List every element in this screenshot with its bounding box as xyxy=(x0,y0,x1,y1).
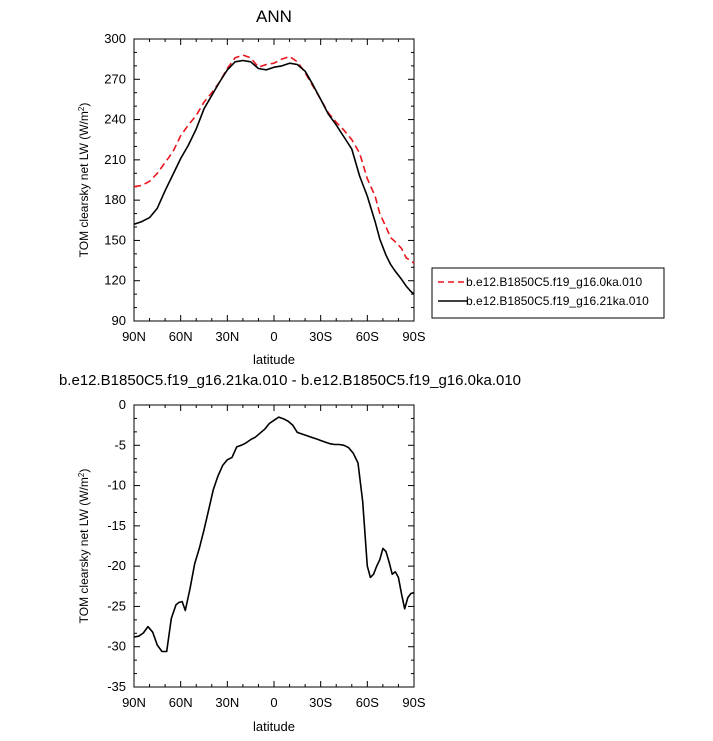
x-tick-label: 30S xyxy=(309,695,332,710)
x-tick-label: 0 xyxy=(270,695,277,710)
x-tick-label: 90N xyxy=(122,695,146,710)
series-lines xyxy=(133,54,415,295)
x-tick-label: 30N xyxy=(215,695,239,710)
x-axis-ticks: 90N 60N 30N 0 30S 60S 90S xyxy=(122,39,426,344)
x-tick-label: 30N xyxy=(215,329,239,344)
y-tick-label: 270 xyxy=(104,71,126,86)
x-tick-label: 90N xyxy=(122,329,146,344)
legend-label-0ka: b.e12.B1850C5.f19_g16.0ka.010 xyxy=(466,275,642,289)
y-tick-label: 300 xyxy=(104,31,126,46)
y-tick-label: -25 xyxy=(107,598,126,613)
x-tick-label: 60S xyxy=(356,695,379,710)
series-lines xyxy=(133,416,415,653)
series-line-b.e12.B1850C5.f19_g16.0ka.010 xyxy=(133,54,415,264)
y-tick-label: 0 xyxy=(119,397,126,412)
bottom-chart: b.e12.B1850C5.f19_g16.21ka.010 - b.e12.B… xyxy=(59,372,521,734)
x-axis-ticks: 90N 60N 30N 0 30S 60S 90S xyxy=(122,405,426,710)
x-tick-label: 60S xyxy=(356,329,379,344)
plot-frame xyxy=(133,38,415,322)
x-tick-label: 90S xyxy=(402,695,425,710)
x-tick-label: 30S xyxy=(309,329,332,344)
y-tick-label: 150 xyxy=(104,232,126,247)
y-tick-label: -30 xyxy=(107,639,126,654)
series-line-b.e12.B1850C5.f19_g16.21ka.010 xyxy=(133,59,415,295)
chart-title: b.e12.B1850C5.f19_g16.21ka.010 - b.e12.B… xyxy=(59,372,521,389)
legend-box xyxy=(431,267,665,319)
y-tick-label: -5 xyxy=(114,437,126,452)
y-axis-label: TOM clearsky net LW (W/m2) xyxy=(77,103,91,258)
plot-frame xyxy=(133,404,415,688)
x-axis-label: latitude xyxy=(253,352,295,367)
legend: b.e12.B1850C5.f19_g16.0ka.010 b.e12.B185… xyxy=(431,267,665,319)
x-tick-label: 60N xyxy=(169,695,193,710)
chart-title: ANN xyxy=(256,7,292,26)
y-tick-label: 180 xyxy=(104,192,126,207)
legend-label-21ka: b.e12.B1850C5.f19_g16.21ka.010 xyxy=(466,294,649,308)
top-chart: ANN 90 120 150 180 210 240 270 300 90N 60N 30N 0 30… xyxy=(77,7,665,367)
y-tick-label: 120 xyxy=(104,273,126,288)
y-tick-label: -20 xyxy=(107,558,126,573)
y-tick-label: 90 xyxy=(112,313,126,328)
y-axis-label: TOM clearsky net LW (W/m2) xyxy=(77,469,91,624)
series-line-difference xyxy=(133,416,415,653)
x-tick-label: 90S xyxy=(402,329,425,344)
x-tick-label: 0 xyxy=(270,329,277,344)
y-axis-ticks: 90 120 150 180 210 240 270 300 xyxy=(104,31,414,328)
y-tick-label: -35 xyxy=(107,679,126,694)
y-tick-label: -15 xyxy=(107,518,126,533)
y-tick-label: -10 xyxy=(107,478,126,493)
x-axis-label: latitude xyxy=(253,719,295,734)
y-tick-label: 210 xyxy=(104,152,126,167)
x-tick-label: 60N xyxy=(169,329,193,344)
y-tick-label: 240 xyxy=(104,112,126,127)
y-axis-ticks: 0 -5 -10 -15 -20 -25 -30 -35 xyxy=(107,397,414,694)
